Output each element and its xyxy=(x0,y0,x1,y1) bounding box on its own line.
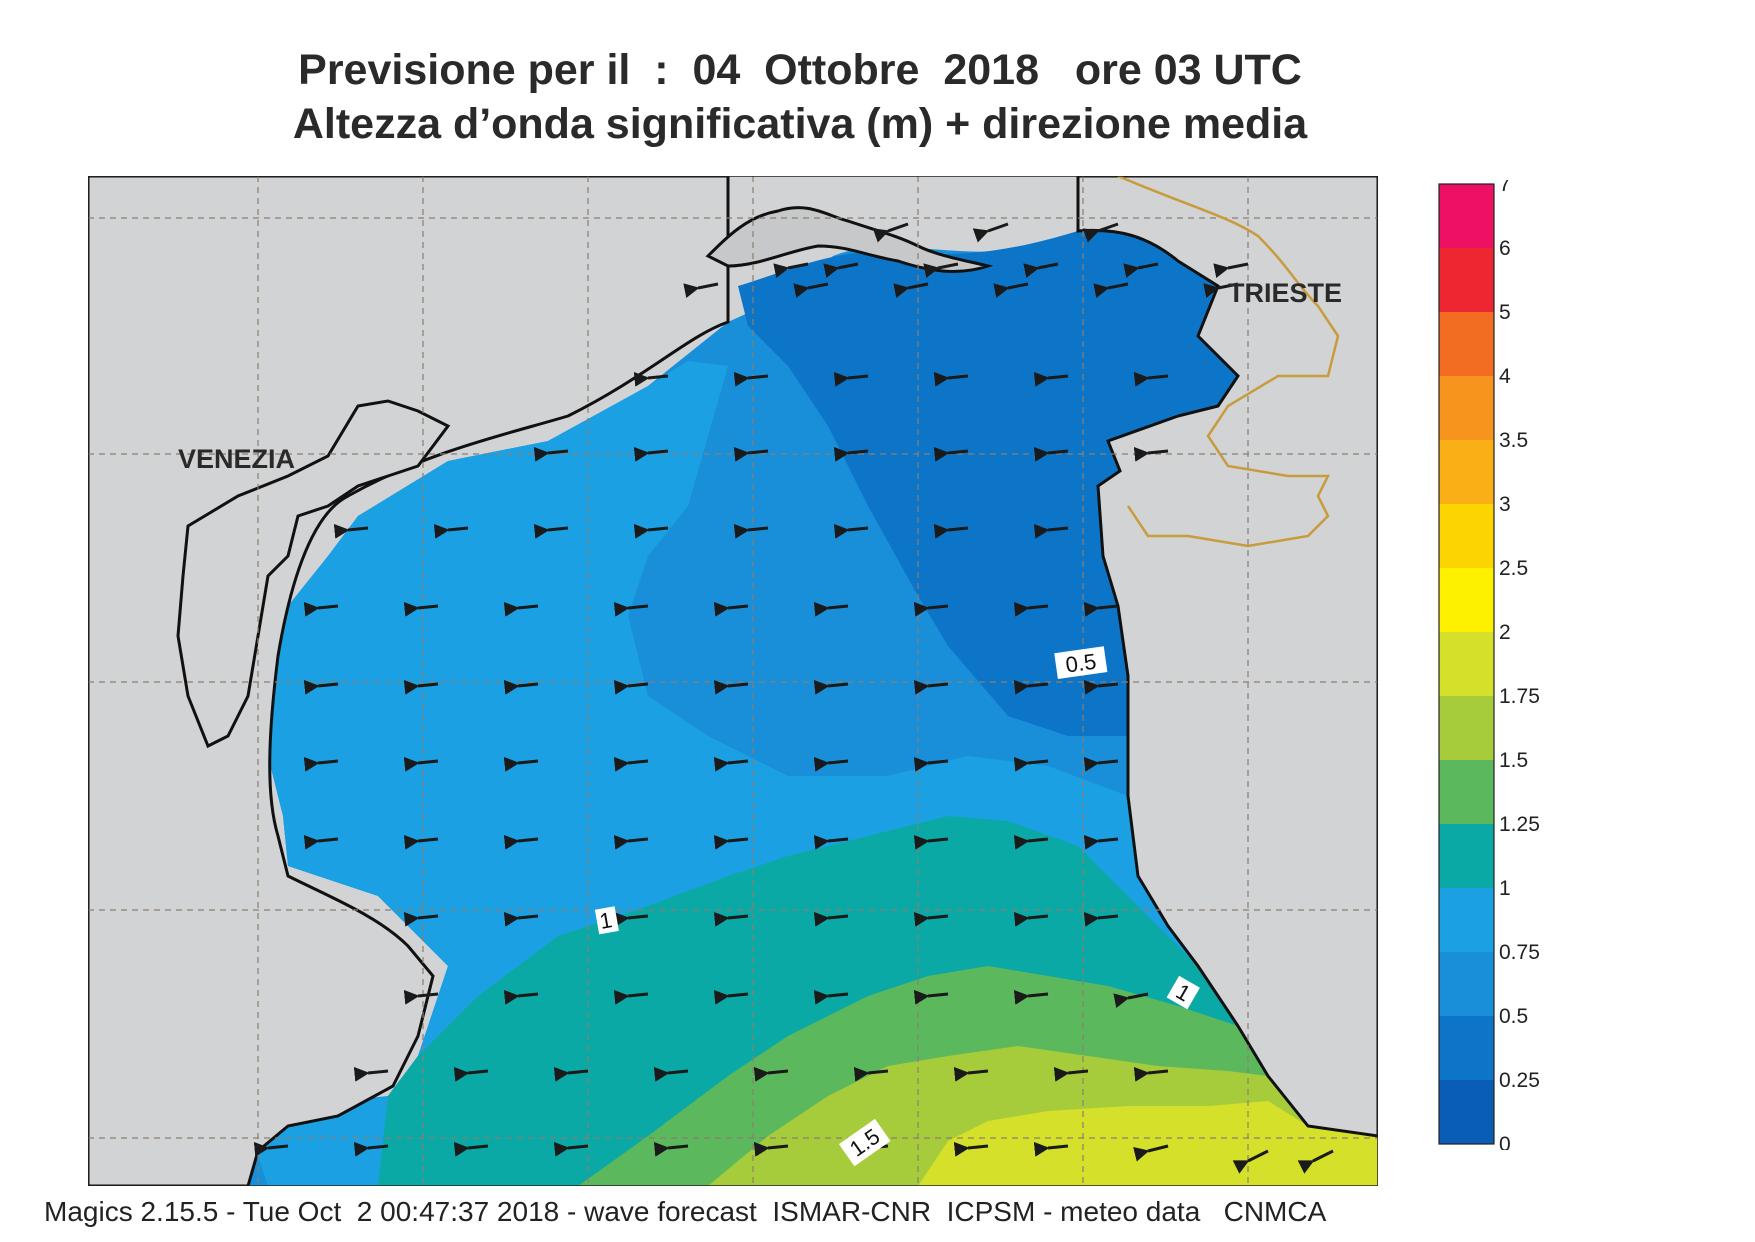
istria-land xyxy=(1076,176,1378,1138)
legend-tick-label: 6 xyxy=(1499,237,1511,260)
legend-band-2-2.5 xyxy=(1439,568,1494,632)
contour-label-1-east: 1 xyxy=(1166,975,1200,1010)
legend-tick-label: 3.5 xyxy=(1499,429,1528,452)
legend-tick-label: 7 xyxy=(1499,180,1511,196)
legend-tick-label: 1.5 xyxy=(1499,749,1528,772)
legend-tick-label: 2.5 xyxy=(1499,557,1528,580)
lagoon-venezia xyxy=(176,399,451,749)
legend-tick-label: 1.25 xyxy=(1499,813,1540,836)
city-label-trieste: TRIESTE xyxy=(1228,278,1342,308)
legend-band-0.75-1 xyxy=(1439,888,1494,952)
legend-tick-label: 5 xyxy=(1499,301,1511,324)
legend-tick-label: 1.75 xyxy=(1499,685,1540,708)
legend-band-0.25-0.5 xyxy=(1439,1016,1494,1080)
svg-text:1: 1 xyxy=(598,907,614,934)
city-label-venezia: VENEZIA xyxy=(178,444,295,474)
legend-tick-label: 3 xyxy=(1499,493,1511,516)
legend-band-3.5-4 xyxy=(1439,376,1494,440)
legend-band-1.25-1.5 xyxy=(1439,760,1494,824)
legend-tick-label: 0 xyxy=(1499,1133,1511,1150)
contour-label-0.5: 0.5 xyxy=(1054,646,1108,679)
legend-tick-label: 1 xyxy=(1499,877,1511,900)
legend-tick-label: 0.75 xyxy=(1499,941,1540,964)
legend-band-1.5-1.75 xyxy=(1439,696,1494,760)
map-title-line2: Altezza d’onda significativa (m) + direz… xyxy=(292,100,1308,148)
sea-band-0.25-0.5 xyxy=(738,230,1238,736)
legend-band-0.5-0.75 xyxy=(1439,952,1494,1016)
color-legend: 0 0.25 0.5 0.75 1 1.25 1.5 1.75 2 2.5 3 3.5 4 5 6 7 xyxy=(1438,180,1540,1150)
map-title-line1: Previsione per il : 04 Ottobre 2018 ore … xyxy=(298,46,1302,94)
legend-tick-label: 0.5 xyxy=(1499,1005,1528,1028)
contour-label-1-west: 1 xyxy=(594,906,619,935)
sea-band-1.75-2 xyxy=(918,1101,1378,1186)
graticule xyxy=(88,176,1378,1186)
legend-tick-label: 4 xyxy=(1499,365,1511,388)
legend-band-1.75-2 xyxy=(1439,632,1494,696)
wave-height-map: 0.5 1 1 1.5 VENEZIA TRIESTE xyxy=(88,176,1378,1186)
legend-band-0-0.25 xyxy=(1439,1080,1494,1144)
legend-band-3-3.5 xyxy=(1439,440,1494,504)
legend-band-6-7 xyxy=(1439,184,1494,248)
legend-tick-label: 0.25 xyxy=(1499,1069,1540,1092)
svg-text:0.5: 0.5 xyxy=(1064,649,1098,678)
direction-arrows xyxy=(253,222,1334,1174)
legend-band-5-6 xyxy=(1439,248,1494,312)
legend-tick-label: 2 xyxy=(1499,621,1511,644)
legend-band-2.5-3 xyxy=(1439,504,1494,568)
national-border xyxy=(1117,176,1340,548)
footer-credits: Magics 2.15.5 - Tue Oct 2 00:47:37 2018 … xyxy=(44,1196,1327,1227)
legend-band-4-5 xyxy=(1439,312,1494,376)
legend-band-1-1.25 xyxy=(1439,824,1494,888)
